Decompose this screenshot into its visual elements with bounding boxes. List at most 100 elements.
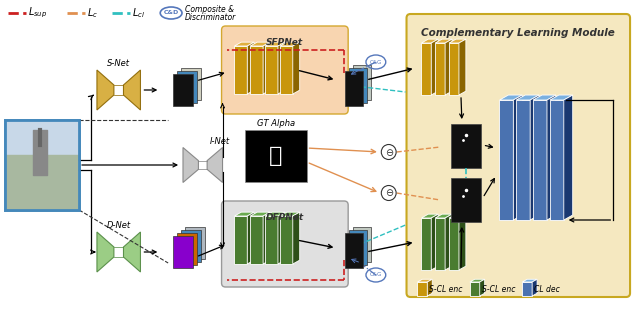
Text: S-CL enc: S-CL enc <box>482 285 515 294</box>
Polygon shape <box>265 216 278 264</box>
FancyBboxPatch shape <box>177 233 197 265</box>
FancyBboxPatch shape <box>349 230 367 265</box>
Polygon shape <box>533 95 556 100</box>
Polygon shape <box>533 100 547 220</box>
Text: Complementary Learning Module: Complementary Learning Module <box>421 28 615 38</box>
Polygon shape <box>421 39 438 43</box>
FancyBboxPatch shape <box>353 65 371 100</box>
Polygon shape <box>435 43 445 95</box>
Polygon shape <box>124 232 140 272</box>
Polygon shape <box>250 46 263 94</box>
Text: SFPNet: SFPNet <box>266 38 303 47</box>
Polygon shape <box>564 95 573 220</box>
FancyBboxPatch shape <box>221 26 348 114</box>
Polygon shape <box>265 46 278 94</box>
Text: 👤: 👤 <box>269 146 283 166</box>
Polygon shape <box>234 46 247 94</box>
Polygon shape <box>417 279 432 282</box>
Polygon shape <box>280 212 300 216</box>
Polygon shape <box>234 216 247 264</box>
Polygon shape <box>234 42 254 46</box>
FancyBboxPatch shape <box>173 236 193 268</box>
Text: $L_{sup}$: $L_{sup}$ <box>28 6 47 20</box>
FancyBboxPatch shape <box>5 120 79 210</box>
Polygon shape <box>547 95 556 220</box>
Polygon shape <box>513 95 522 220</box>
Text: ⊖: ⊖ <box>385 188 393 198</box>
Polygon shape <box>250 216 263 264</box>
Polygon shape <box>428 279 432 296</box>
Polygon shape <box>445 214 452 270</box>
Polygon shape <box>183 148 198 183</box>
Polygon shape <box>97 232 114 272</box>
Polygon shape <box>459 214 466 270</box>
Polygon shape <box>280 216 292 264</box>
Text: C&G: C&G <box>370 272 382 277</box>
FancyBboxPatch shape <box>349 67 367 103</box>
Text: GT Alpha: GT Alpha <box>257 119 295 128</box>
Polygon shape <box>449 43 459 95</box>
Polygon shape <box>278 212 285 264</box>
Polygon shape <box>435 218 445 270</box>
Text: S-Net: S-Net <box>107 59 130 68</box>
Polygon shape <box>265 42 285 46</box>
Polygon shape <box>97 70 114 110</box>
FancyBboxPatch shape <box>451 124 481 168</box>
Text: $L_{cl}$: $L_{cl}$ <box>132 6 145 20</box>
Polygon shape <box>124 70 140 110</box>
FancyBboxPatch shape <box>353 227 371 261</box>
Polygon shape <box>470 279 484 282</box>
Polygon shape <box>550 95 573 100</box>
Text: I-Net: I-Net <box>209 137 230 146</box>
Polygon shape <box>247 212 254 264</box>
FancyBboxPatch shape <box>245 130 307 182</box>
FancyBboxPatch shape <box>345 232 363 267</box>
Polygon shape <box>280 42 300 46</box>
Polygon shape <box>431 214 438 270</box>
Polygon shape <box>421 43 431 95</box>
Polygon shape <box>417 282 428 296</box>
Polygon shape <box>431 39 438 95</box>
FancyBboxPatch shape <box>185 227 205 259</box>
Polygon shape <box>445 39 452 95</box>
Text: D-Net: D-Net <box>107 221 131 230</box>
Text: ⊖: ⊖ <box>385 148 393 158</box>
Polygon shape <box>247 42 254 94</box>
Polygon shape <box>207 148 223 183</box>
FancyBboxPatch shape <box>345 71 363 105</box>
Polygon shape <box>532 279 537 296</box>
Polygon shape <box>516 100 530 220</box>
Polygon shape <box>280 46 292 94</box>
Text: CL dec: CL dec <box>534 285 560 294</box>
Circle shape <box>381 144 396 159</box>
Text: Composite &: Composite & <box>185 4 234 13</box>
Polygon shape <box>449 214 466 218</box>
Text: C&D: C&D <box>163 11 179 16</box>
Text: C&G: C&G <box>370 60 382 65</box>
Polygon shape <box>421 214 438 218</box>
Polygon shape <box>421 218 431 270</box>
FancyBboxPatch shape <box>173 74 193 106</box>
Polygon shape <box>265 212 285 216</box>
Text: DFPNet: DFPNet <box>266 213 304 222</box>
Polygon shape <box>435 39 452 43</box>
Polygon shape <box>250 212 270 216</box>
FancyBboxPatch shape <box>181 68 201 100</box>
Polygon shape <box>499 95 522 100</box>
Polygon shape <box>522 282 532 296</box>
Text: S-CL enc: S-CL enc <box>429 285 463 294</box>
Polygon shape <box>449 39 466 43</box>
Polygon shape <box>550 100 564 220</box>
Text: $L_c$: $L_c$ <box>87 6 98 20</box>
FancyBboxPatch shape <box>406 14 630 297</box>
Text: Discriminator: Discriminator <box>185 12 236 22</box>
Polygon shape <box>522 279 537 282</box>
Polygon shape <box>459 39 466 95</box>
Polygon shape <box>292 212 300 264</box>
Polygon shape <box>250 42 270 46</box>
FancyBboxPatch shape <box>181 230 201 262</box>
Polygon shape <box>292 42 300 94</box>
Polygon shape <box>278 42 285 94</box>
FancyBboxPatch shape <box>221 201 348 287</box>
Circle shape <box>381 186 396 201</box>
